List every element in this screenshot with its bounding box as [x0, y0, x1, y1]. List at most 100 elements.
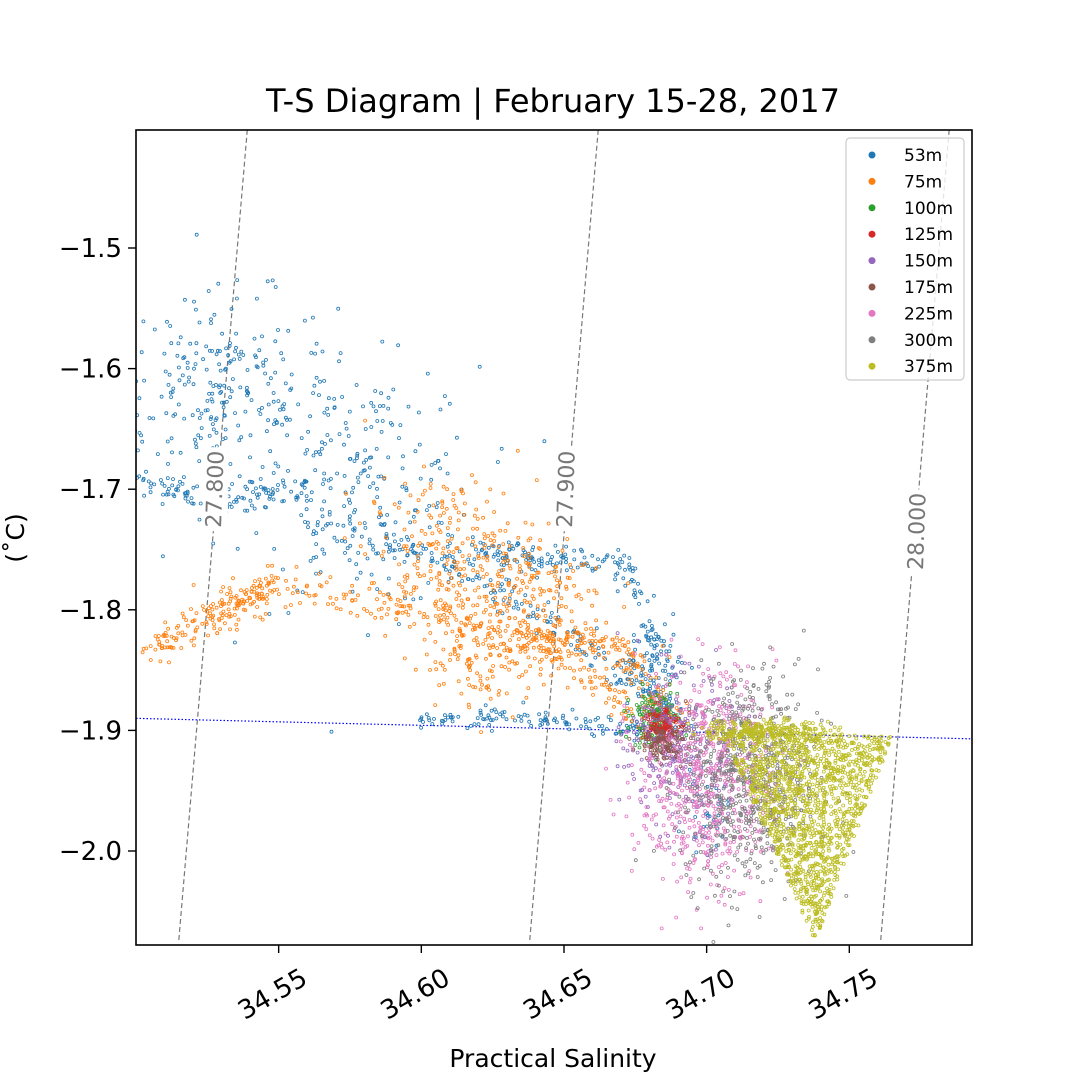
data-point — [709, 848, 714, 853]
data-point — [800, 894, 805, 899]
data-point — [456, 679, 461, 684]
data-point — [761, 763, 766, 767]
series-375m — [686, 715, 893, 938]
data-point — [524, 585, 529, 590]
data-point — [343, 539, 348, 544]
data-point — [506, 581, 511, 586]
data-point — [276, 328, 280, 332]
data-point — [760, 754, 765, 759]
data-point — [276, 483, 280, 487]
data-point — [617, 663, 621, 668]
data-point — [692, 745, 697, 750]
data-point — [648, 733, 653, 737]
data-point — [618, 678, 623, 682]
data-point — [350, 534, 355, 538]
data-point — [854, 777, 859, 781]
data-point — [689, 709, 694, 714]
data-point — [782, 777, 787, 782]
data-point — [765, 828, 770, 833]
data-point — [629, 869, 634, 873]
data-point — [661, 723, 666, 728]
data-point — [756, 687, 761, 691]
data-point — [553, 615, 558, 620]
data-point — [666, 672, 671, 677]
data-point — [273, 461, 278, 466]
data-point — [645, 744, 650, 749]
data-point — [460, 554, 465, 558]
data-point — [203, 408, 208, 413]
data-point — [219, 589, 224, 594]
data-point — [605, 685, 610, 690]
data-point — [347, 558, 352, 563]
data-point — [504, 577, 509, 582]
data-point — [592, 734, 596, 738]
data-point — [659, 652, 664, 657]
data-point — [166, 461, 170, 466]
data-point — [716, 741, 721, 746]
data-point — [490, 625, 495, 630]
data-point — [348, 543, 353, 548]
data-point — [151, 416, 156, 421]
data-point — [674, 706, 679, 710]
data-point — [503, 595, 508, 600]
data-point — [348, 521, 353, 526]
data-point — [441, 484, 446, 489]
data-point — [217, 385, 222, 390]
data-point — [422, 488, 427, 493]
data-point — [183, 496, 188, 501]
data-point — [211, 613, 216, 618]
data-point — [781, 786, 785, 791]
data-point — [377, 515, 381, 520]
data-point — [220, 400, 224, 405]
data-point — [361, 460, 366, 465]
data-point — [706, 741, 710, 746]
data-point — [640, 718, 644, 722]
data-point — [696, 759, 701, 764]
data-point — [530, 522, 535, 527]
data-point — [710, 702, 715, 706]
data-point — [350, 589, 355, 594]
data-point — [706, 799, 711, 803]
data-point — [381, 557, 386, 562]
data-point — [424, 712, 429, 717]
data-point — [348, 610, 353, 615]
data-point — [347, 457, 352, 461]
data-point — [705, 865, 710, 870]
data-point — [644, 805, 649, 809]
data-point — [716, 807, 721, 812]
data-point — [660, 780, 664, 785]
data-point — [752, 748, 757, 753]
data-point — [677, 820, 682, 825]
data-point — [633, 647, 637, 652]
data-point — [411, 514, 416, 519]
data-point — [513, 557, 518, 562]
data-point — [684, 794, 688, 799]
data-point — [725, 748, 729, 753]
data-point — [529, 567, 534, 572]
data-point — [647, 699, 652, 704]
data-point — [429, 551, 434, 555]
data-point — [234, 345, 238, 350]
data-point — [402, 589, 406, 594]
data-point — [372, 581, 376, 585]
data-point — [555, 578, 559, 583]
data-point — [554, 589, 559, 594]
data-point — [599, 682, 604, 687]
data-point — [498, 634, 503, 639]
data-point — [601, 645, 606, 649]
data-point — [626, 713, 631, 718]
data-point — [764, 757, 769, 761]
data-point — [270, 563, 275, 568]
data-point — [538, 592, 543, 597]
data-point — [728, 767, 733, 772]
data-point — [786, 811, 791, 816]
series-53m — [136, 232, 734, 858]
data-point — [465, 726, 470, 731]
data-point — [275, 488, 280, 492]
data-point — [523, 620, 527, 625]
data-point — [251, 490, 255, 495]
data-point — [706, 707, 711, 712]
data-point — [404, 590, 409, 595]
data-point — [695, 906, 700, 910]
data-point — [712, 748, 717, 753]
